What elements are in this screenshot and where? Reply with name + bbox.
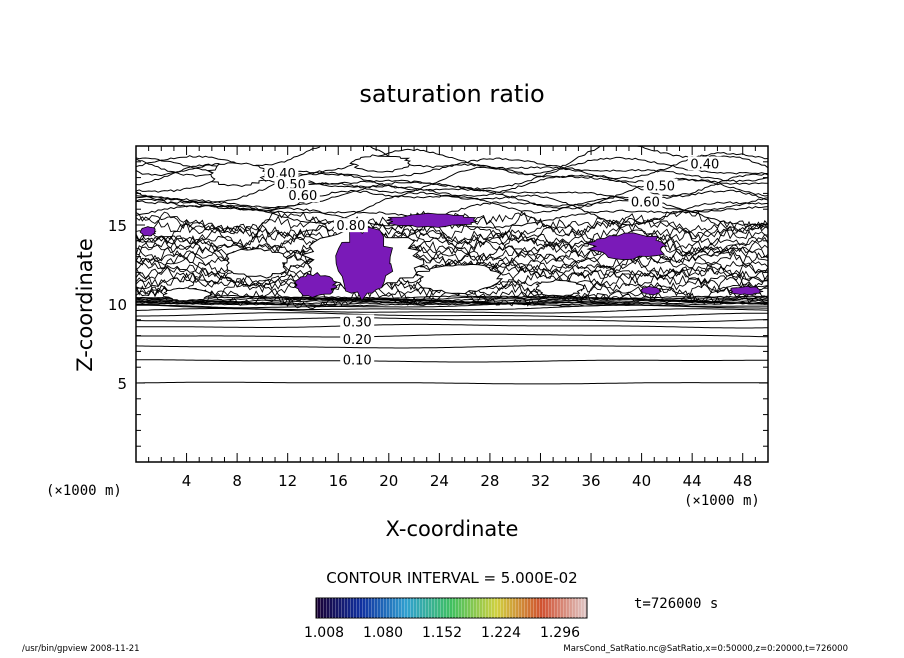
contour-label-bg <box>274 177 309 192</box>
colorbar-tick-label: 1.152 <box>422 625 462 641</box>
time-label: t=726000 s <box>634 596 718 612</box>
chart-title: saturation ratio <box>359 80 544 108</box>
contour-label-group: 0.400.500.600.800.400.500.600.300.200.10 <box>264 156 722 368</box>
x-tick-label: 16 <box>329 472 348 490</box>
turbulent-contour <box>136 215 768 240</box>
footer-left: /usr/bin/gpview 2008-11-21 <box>22 644 140 654</box>
region-right-cluster <box>585 232 668 261</box>
stable-contour <box>136 381 768 385</box>
x-tick-label: 4 <box>182 472 192 490</box>
upper-contour <box>136 189 768 214</box>
y-tick-label: 10 <box>108 296 127 314</box>
dry-pocket <box>535 279 585 297</box>
dry-pocket <box>207 162 269 188</box>
contour-label: 0.50 <box>646 180 675 195</box>
supersaturated-regions <box>139 212 764 302</box>
colorbar-texture <box>316 598 587 618</box>
inversion-contour <box>136 297 768 302</box>
contour-label-bg <box>264 166 299 181</box>
contour-label-bg <box>285 188 320 203</box>
y-axis-label: Z-coordinate <box>73 238 97 372</box>
region-left-patch <box>294 271 338 298</box>
contour-label: 0.60 <box>631 195 660 210</box>
region-right-low <box>640 286 663 296</box>
turbulent-contour <box>136 228 768 253</box>
x-tick-label: 44 <box>683 472 702 490</box>
footer-right: MarsCond_SatRatio.nc@SatRatio,x=0:50000,… <box>563 644 848 654</box>
contour-label: 0.10 <box>343 353 372 368</box>
stable-contour <box>136 317 768 323</box>
region-edge-right <box>728 285 764 296</box>
turbulent-contour <box>136 210 768 251</box>
x-tick-label: 36 <box>581 472 600 490</box>
stable-contour <box>136 308 768 314</box>
contour-label: 0.20 <box>343 333 372 348</box>
x-unit-left: (×1000 m) <box>46 483 122 499</box>
contour-label: 0.40 <box>690 158 719 173</box>
colorbar-tick-label: 1.224 <box>481 625 521 641</box>
x-tick-label: 40 <box>632 472 651 490</box>
turbulent-contour <box>136 236 768 266</box>
contour-label-bg <box>340 352 375 367</box>
stable-contour <box>136 359 768 363</box>
stable-contour <box>136 323 768 329</box>
dry-pocket <box>349 154 412 173</box>
contour-label-bg <box>340 314 375 329</box>
contour-label: 0.30 <box>343 316 372 331</box>
contour-label-bg <box>628 194 663 209</box>
x-tick-label: 48 <box>733 472 752 490</box>
x-tick-label: 8 <box>232 472 242 490</box>
x-tick-label: 20 <box>379 472 398 490</box>
contour-label-bg <box>687 156 722 171</box>
x-tick-label: 28 <box>480 472 499 490</box>
x-unit-right: (×1000 m) <box>684 493 760 509</box>
colorbar-tick-label: 1.296 <box>540 625 580 641</box>
region-main-plume <box>335 226 394 302</box>
x-tick-label: 12 <box>278 472 297 490</box>
region-upper-band-center <box>386 212 479 228</box>
contour-label: 0.80 <box>336 219 365 234</box>
y-tick-label: 15 <box>108 217 127 235</box>
inversion-contour <box>136 294 768 300</box>
contour-interval: CONTOUR INTERVAL = 5.000E-02 <box>326 569 577 587</box>
contour-label-bg <box>643 178 678 193</box>
colorbar-tick-label: 1.008 <box>304 625 344 641</box>
dry-pocket <box>415 263 504 295</box>
dry-pocket <box>162 287 214 302</box>
turbulent-contour <box>136 216 768 253</box>
stable-contour <box>136 345 768 349</box>
contour-label: 0.60 <box>288 189 317 204</box>
contour-label-bg <box>340 331 375 346</box>
x-axis-label: X-coordinate <box>386 517 519 541</box>
turbulent-contour <box>136 224 768 266</box>
colorbar-tick-labels: 1.008 1.080 1.152 1.224 1.296 <box>304 625 580 641</box>
region-edge-left <box>139 226 157 237</box>
contour-lines <box>136 146 768 385</box>
x-tick-label: 32 <box>531 472 550 490</box>
y-tick-label: 5 <box>117 375 127 393</box>
colorbar-tick-label: 1.080 <box>363 625 403 641</box>
stable-contour <box>136 312 768 318</box>
dry-pocket <box>225 248 288 279</box>
x-axis: 4 8 12 16 20 24 28 32 36 40 44 48 <box>148 146 756 490</box>
y-axis: 5 10 15 <box>108 161 768 447</box>
stable-contour <box>136 333 768 338</box>
contour-label-bg <box>333 218 368 233</box>
x-tick-label: 24 <box>430 472 449 490</box>
